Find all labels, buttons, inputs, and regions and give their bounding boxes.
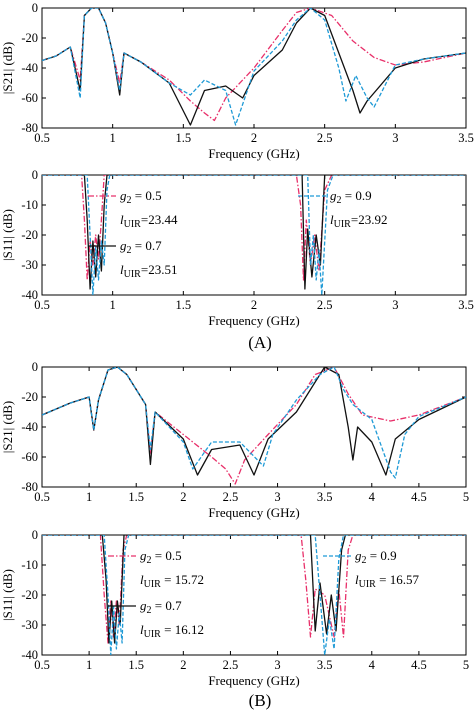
chart3-y-tick-label: -20	[21, 588, 38, 602]
chart1-legend-l-label: lUIR=23.51	[120, 262, 177, 280]
chart1-legend-l-label: lUIR=23.92	[330, 212, 387, 230]
chart1-x-tick-label: 2	[251, 298, 257, 312]
chart0-series-line-solid	[42, 8, 466, 126]
chart0-plot-frame	[41, 7, 467, 129]
chart1-x-tick-label: 3	[392, 298, 398, 312]
chart2-series-group	[42, 367, 466, 485]
chart3-y-tick-label: -10	[21, 558, 38, 572]
chart3-x-tick-label: 4	[369, 658, 376, 672]
chart1-legend-g-label: g2 = 0.5	[120, 188, 162, 206]
chart0-y-tick-label: -20	[21, 31, 38, 45]
chart3-legend-l-label: lUIR = 16.12	[140, 622, 204, 640]
chart2-series-line-dashdot	[42, 367, 466, 485]
chart3-y-tick-label: -40	[21, 648, 38, 662]
chart0-series-line-dashed	[42, 8, 466, 126]
chart2-x-tick-label: 1.5	[128, 490, 144, 504]
chart3-x-tick-label: 3	[274, 658, 280, 672]
chart3-x-tick-label: 0.5	[34, 658, 50, 672]
chart2-y-tick-label: -60	[21, 450, 38, 464]
chart3-x-tick-label: 1.5	[128, 658, 144, 672]
chart3-legend-l-label: lUIR = 15.72	[140, 572, 204, 590]
chart2-y-tick-label: -20	[21, 390, 38, 404]
chart2-x-tick-label: 2	[180, 490, 186, 504]
chart3-series-line-solid	[42, 535, 466, 644]
chart2-y-axis-label: |S21| (dB)	[0, 401, 15, 454]
chart3-series-line-dashdot	[42, 535, 466, 644]
chart3-series-group	[42, 535, 466, 655]
chart0-x-tick-label: 1	[110, 131, 116, 145]
chart1-legend-g-label: g2 = 0.7	[120, 238, 162, 256]
chart2-x-axis-label: Frequency (GHz)	[208, 505, 299, 520]
chart3-legend-g-label: g2 = 0.7	[140, 598, 182, 616]
chart0-series-group	[42, 8, 466, 126]
chart2-x-tick-label: 3.5	[317, 490, 333, 504]
chart2-x-tick-label: 3	[274, 490, 280, 504]
chart0-series-line-dashdot	[42, 8, 466, 122]
chart2-series-line-solid	[42, 367, 466, 476]
chart-b-s11: 0.5 1 1.5 2 2.5 3 3.5 4 4.5 5 0 -10 -20 -30 -40 Frequen…	[0, 528, 469, 688]
chart1-y-tick-label: 0	[32, 168, 38, 182]
chart2-x-tick-label: 4.5	[411, 490, 427, 504]
chart3-x-axis-label: Frequency (GHz)	[208, 673, 299, 688]
chart2-x-tick-label: 1	[86, 490, 92, 504]
chart2-x-tick-label: 4	[369, 490, 376, 504]
chart1-x-tick-label: 2.5	[317, 298, 333, 312]
chart1-x-axis-label: Frequency (GHz)	[208, 313, 299, 328]
chart2-x-tick-label: 5	[463, 490, 469, 504]
chart3-legend-g-label: g2 = 0.5	[140, 548, 182, 566]
chart1-y-axis-label: |S11| (dB)	[0, 209, 15, 261]
chart1-series-line-dashdot	[42, 175, 466, 281]
chart0-x-tick-label: 0.5	[34, 131, 50, 145]
chart0-y-tick-label: -40	[21, 61, 38, 75]
chart2-plot-frame	[41, 366, 467, 488]
panel-label-b: (B)	[249, 691, 272, 710]
chart1-x-tick-label: 1	[110, 298, 116, 312]
chart1-legend-l-label: lUIR=23.44	[120, 212, 178, 230]
chart1-y-tick-label: -40	[21, 288, 38, 302]
chart1-y-tick-label: -10	[21, 198, 38, 212]
chart2-x-tick-label: 2.5	[223, 490, 239, 504]
chart0-x-axis-label: Frequency (GHz)	[208, 146, 299, 161]
chart0-y-tick-label: -80	[21, 121, 38, 135]
chart3-y-tick-label: 0	[32, 528, 38, 542]
chart0-y-tick-label: 0	[32, 1, 38, 15]
chart0-x-tick-label: 3	[392, 131, 398, 145]
chart3-x-tick-label: 1	[86, 658, 92, 672]
chart2-y-tick-label: -80	[21, 480, 38, 494]
chart3-series-line-dashed	[42, 535, 466, 655]
chart2-x-tick-label: 0.5	[34, 490, 50, 504]
chart2-series-line-dashed	[42, 367, 466, 479]
chart0-x-tick-label: 3.5	[458, 131, 474, 145]
chart-a-s21: 0.5 1 1.5 2 2.5 3 3.5 0 -20 -40 -60 -80 Frequency (G…	[0, 1, 474, 161]
chart3-y-axis-label: |S11| (dB)	[0, 569, 15, 621]
chart3-legend-l-label: lUIR = 16.57	[355, 572, 419, 590]
chart1-series-group	[42, 175, 466, 295]
chart1-x-tick-label: 1.5	[176, 298, 192, 312]
chart1-legend-g-label: g2 = 0.9	[330, 188, 372, 206]
chart2-y-tick-label: -40	[21, 420, 38, 434]
chart3-x-tick-label: 2.5	[223, 658, 239, 672]
panel-label-a: (A)	[248, 333, 272, 352]
chart1-y-tick-label: -20	[21, 228, 38, 242]
chart1-series-line-solid	[42, 175, 466, 290]
chart3-x-tick-label: 4.5	[411, 658, 427, 672]
chart0-y-axis-label: |S21| (dB)	[0, 42, 15, 95]
chart2-y-tick-label: 0	[32, 360, 38, 374]
chart0-y-tick-label: -60	[21, 91, 38, 105]
chart-b-s21: 0.5 1 1.5 2 2.5 3 3.5 4 4.5 5 0 -20 -40 -60 -80 Frequen…	[0, 360, 469, 520]
chart-a-s11: 0.5 1 1.5 2 2.5 3 3.5 0 -10 -20 -30 -40 Frequency (G…	[0, 168, 474, 328]
chart3-legend-g-label: g2 = 0.9	[355, 548, 397, 566]
chart3-x-tick-label: 5	[463, 658, 469, 672]
chart1-x-tick-label: 3.5	[458, 298, 474, 312]
chart3-x-tick-label: 3.5	[317, 658, 333, 672]
chart0-x-tick-label: 1.5	[176, 131, 192, 145]
chart0-x-tick-label: 2.5	[317, 131, 333, 145]
chart3-x-tick-label: 2	[180, 658, 186, 672]
chart1-x-tick-label: 0.5	[34, 298, 50, 312]
chart0-x-tick-label: 2	[251, 131, 257, 145]
chart1-y-tick-label: -30	[21, 258, 38, 272]
chart3-y-tick-label: -30	[21, 618, 38, 632]
